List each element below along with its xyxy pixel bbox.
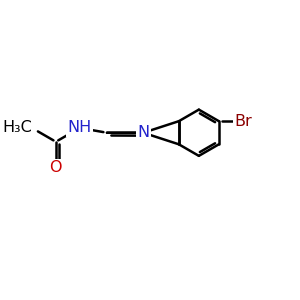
Text: O: O xyxy=(50,160,62,175)
Text: Br: Br xyxy=(234,114,252,129)
Text: S: S xyxy=(139,125,149,140)
Text: N: N xyxy=(138,125,150,140)
Text: NH: NH xyxy=(68,120,92,135)
Text: H₃C: H₃C xyxy=(2,120,32,135)
